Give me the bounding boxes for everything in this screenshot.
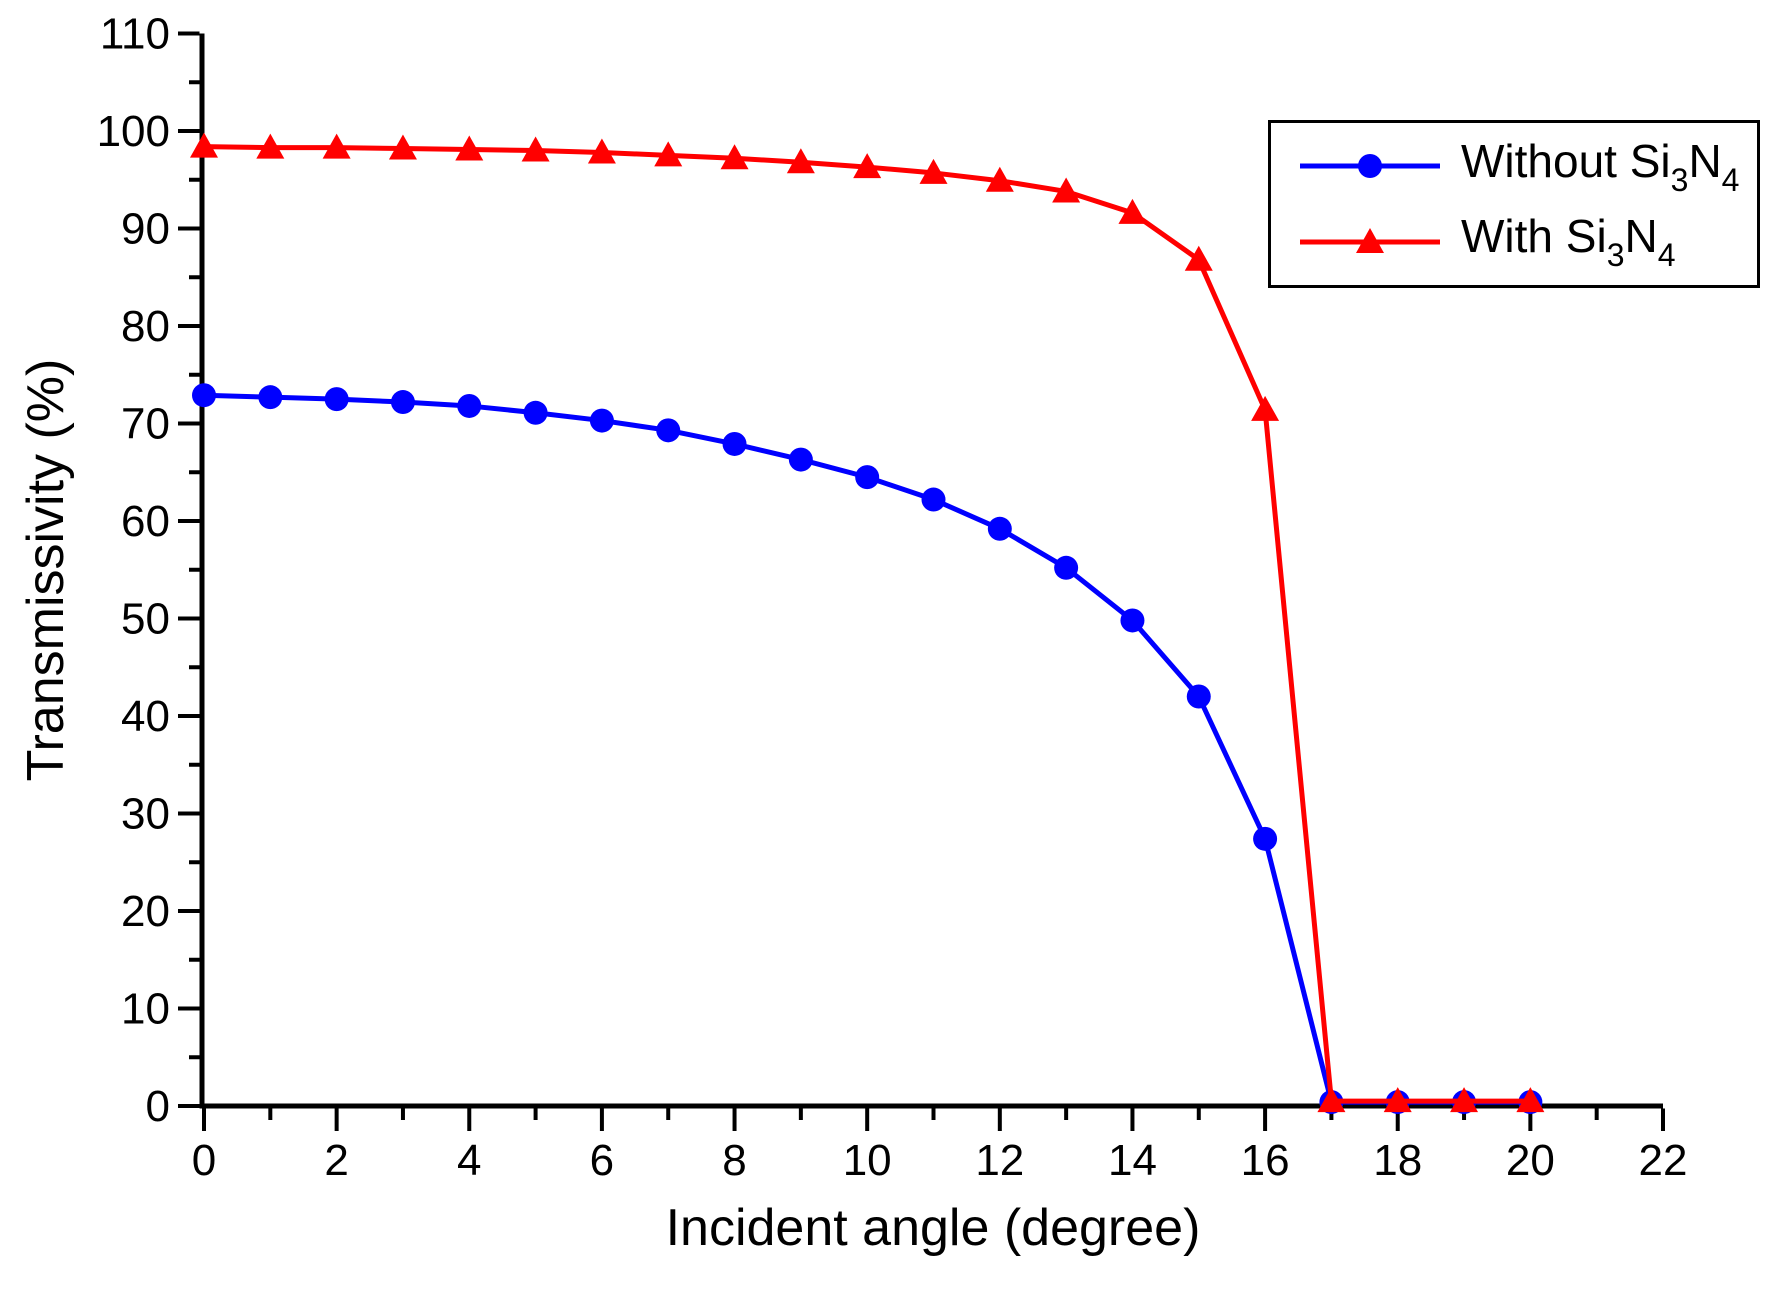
data-point-circle xyxy=(1253,826,1278,851)
data-point-circle xyxy=(258,385,283,410)
legend-circle-series-sample-icon xyxy=(1300,154,1440,179)
data-point-circle xyxy=(987,516,1012,541)
data-point-circle xyxy=(722,431,747,456)
data-point-circle xyxy=(788,447,813,472)
data-point-triangle xyxy=(1383,1087,1412,1113)
y-tick-label: 50 xyxy=(121,595,170,644)
data-point-circle xyxy=(324,387,349,412)
legend-triangle-series-sample-icon xyxy=(1300,227,1440,253)
x-tick-label: 12 xyxy=(975,1136,1024,1185)
data-point-circle xyxy=(192,383,216,408)
legend-subscript: 4 xyxy=(1721,161,1740,198)
y-tick-label: 40 xyxy=(121,692,170,741)
data-point-circle xyxy=(457,393,482,418)
legend-text: N xyxy=(1624,210,1658,263)
series-line-1 xyxy=(203,144,1531,1104)
legend: Without Si3N4 With Si3N4 xyxy=(1268,120,1760,288)
x-tick-label: 14 xyxy=(1108,1136,1157,1185)
legend-subscript: 3 xyxy=(1606,237,1625,274)
x-axis-title: Incident angle (degree) xyxy=(665,1199,1201,1257)
data-point-triangle xyxy=(190,132,218,158)
data-point-triangle xyxy=(1450,1087,1479,1113)
y-tick-label: 0 xyxy=(146,1082,170,1131)
data-point-triangle xyxy=(1317,1087,1346,1113)
data-point-triangle xyxy=(1052,177,1081,203)
legend-text: N xyxy=(1688,134,1722,187)
legend-label-with-si3n4: With Si3N4 xyxy=(1461,209,1676,274)
data-point-triangle xyxy=(455,135,484,161)
data-point-triangle xyxy=(322,133,351,159)
data-point-triangle xyxy=(1516,1087,1545,1113)
data-point-circle xyxy=(921,487,946,512)
legend-entry-without-si3n4: Without Si3N4 xyxy=(1295,134,1757,199)
x-tick-label: 4 xyxy=(457,1136,481,1185)
x-tick-label: 2 xyxy=(324,1136,348,1185)
x-tick-label: 10 xyxy=(843,1136,892,1185)
data-point-triangle xyxy=(1118,198,1147,224)
series-line-0 xyxy=(203,392,1531,1105)
data-point-triangle xyxy=(521,136,550,162)
legend-subscript: 3 xyxy=(1670,161,1689,198)
x-tick-label: 8 xyxy=(722,1136,746,1185)
legend-text: Without Si xyxy=(1461,134,1671,187)
data-point-triangle xyxy=(919,158,948,184)
x-tick-label: 16 xyxy=(1241,1136,1290,1185)
data-point-circle xyxy=(855,465,880,490)
y-tick-label: 90 xyxy=(121,205,170,254)
x-tick-label: 6 xyxy=(590,1136,614,1185)
legend-label-without-si3n4: Without Si3N4 xyxy=(1461,134,1739,199)
y-tick-label: 70 xyxy=(121,400,170,449)
y-tick-label: 110 xyxy=(100,10,170,59)
data-point-triangle xyxy=(654,141,683,167)
data-point-triangle xyxy=(1251,395,1280,421)
data-point-triangle xyxy=(1184,245,1213,271)
data-point-circle xyxy=(656,418,681,443)
y-tick-label: 80 xyxy=(121,302,170,351)
data-point-circle xyxy=(589,408,614,433)
y-tick-label: 100 xyxy=(97,107,170,156)
data-point-triangle xyxy=(786,148,815,174)
data-point-circle xyxy=(1120,608,1145,633)
data-point-triangle xyxy=(256,133,285,159)
data-point-circle xyxy=(523,400,548,425)
x-tick-label: 18 xyxy=(1373,1136,1422,1185)
legend-text: With Si xyxy=(1461,210,1607,263)
y-axis-title: Transmissivity (%) xyxy=(17,358,75,782)
legend-entry-with-si3n4: With Si3N4 xyxy=(1295,209,1757,274)
y-tick-label: 20 xyxy=(121,887,170,936)
data-point-circle xyxy=(1054,555,1079,580)
x-tick-label: 20 xyxy=(1506,1136,1555,1185)
x-tick-label: 22 xyxy=(1639,1136,1688,1185)
data-point-triangle xyxy=(587,138,616,164)
x-tick-label: 0 xyxy=(192,1136,216,1185)
y-tick-label: 60 xyxy=(121,497,170,546)
y-tick-label: 30 xyxy=(121,790,170,839)
data-point-triangle xyxy=(388,134,417,160)
y-tick-label: 10 xyxy=(121,985,170,1034)
data-point-triangle xyxy=(853,153,882,179)
data-point-triangle xyxy=(720,144,749,170)
data-point-circle xyxy=(390,390,415,415)
data-point-circle xyxy=(1186,684,1211,709)
data-point-triangle xyxy=(985,166,1014,192)
legend-subscript: 4 xyxy=(1657,237,1676,274)
